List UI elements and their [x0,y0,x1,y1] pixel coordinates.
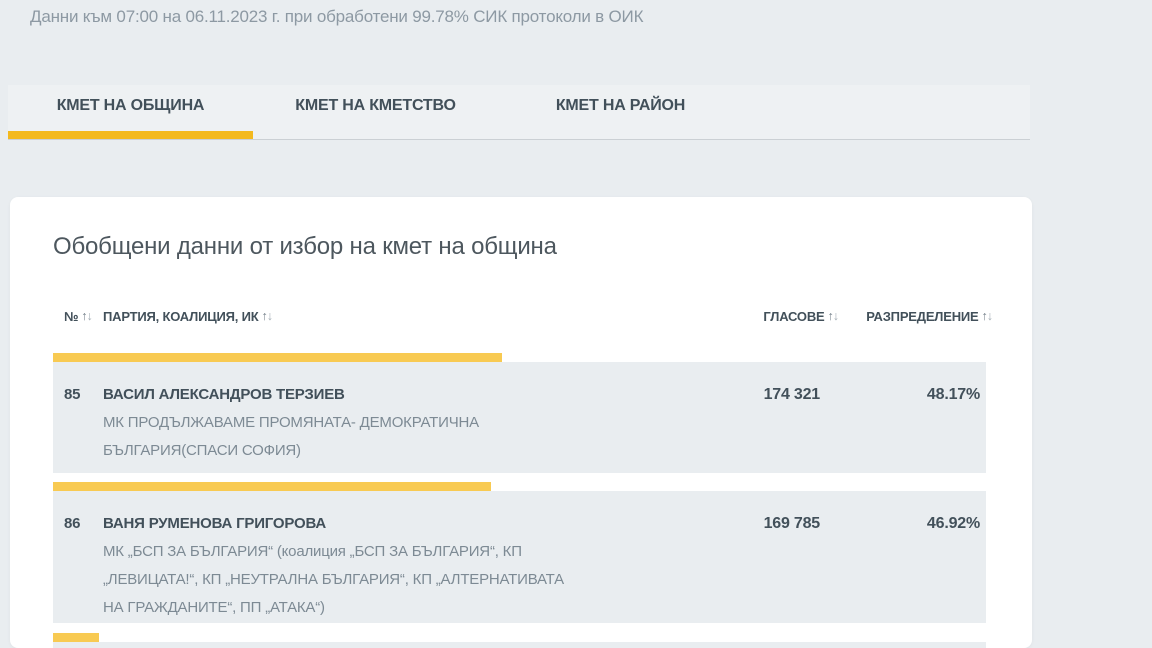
tab-label: КМЕТ НА КМЕТСТВО [295,97,456,114]
tab-kmet-na-obshtina[interactable]: КМЕТ НА ОБЩИНА [8,85,253,139]
distribution-value: 48.17% [926,386,980,403]
column-label: РАЗПРЕДЕЛЕНИЕ [866,308,979,324]
party-name-line: НА ГРАЖДАНИТЕ“, ПП „АТАКА“) [103,599,325,616]
candidate-name: ВАСИЛ АЛЕКСАНДРОВ ТЕРЗИЕВ [103,386,345,403]
tab-bar: КМЕТ НА ОБЩИНА КМЕТ НА КМЕТСТВО КМЕТ НА … [8,85,1030,139]
results-card: Обобщени данни от избор на кмет на общин… [10,197,1032,648]
candidate-number: 86 [64,515,81,532]
column-label: ПАРТИЯ, КОАЛИЦИЯ, ИК [103,308,259,324]
result-bar [53,482,491,491]
party-name-line: „ЛЕВИЦАТА!“, КП „НЕУТРАЛНА БЪЛГАРИЯ“, КП… [103,571,564,588]
row-body: 86 ВАНЯ РУМЕНОВА ГРИГОРОВА МК „БСП ЗА БЪ… [53,491,986,623]
party-name-line: БЪЛГАРИЯ(СПАСИ СОФИЯ) [103,442,301,459]
status-bar: Данни към 07:00 на 06.11.2023 г. при обр… [30,7,644,26]
table-row: 86 ВАНЯ РУМЕНОВА ГРИГОРОВА МК „БСП ЗА БЪ… [53,482,986,623]
column-header-votes[interactable]: ГЛАСОВЕ ↑↓ [690,309,839,324]
votes-value: 169 785 [763,515,821,532]
tab-label: КМЕТ НА ОБЩИНА [56,97,205,114]
votes-value: 174 321 [763,386,821,403]
column-header-party[interactable]: ПАРТИЯ, КОАЛИЦИЯ, ИК ↑↓ [103,309,690,324]
sort-icon: ↑↓ [827,309,840,323]
sort-icon: ↑↓ [81,309,93,323]
sort-icon: ↑↓ [261,309,274,323]
distribution-value: 46.92% [926,515,980,532]
column-label: № [64,308,79,324]
tabbar-divider [8,138,1030,140]
result-bar [53,353,503,362]
table-row-partial [53,633,986,648]
tab-label: КМЕТ НА РАЙОН [555,97,686,114]
party-name-line: МК ПРОДЪЛЖАВАМЕ ПРОМЯНАТА- ДЕМОКРАТИЧНА [103,414,479,431]
page-title: Обобщени данни от избор на кмет на общин… [53,233,557,260]
candidate-cell: ВАНЯ РУМЕНОВА ГРИГОРОВА МК „БСП ЗА БЪЛГА… [103,510,690,623]
candidate-cell: ВАСИЛ АЛЕКСАНДРОВ ТЕРЗИЕВ МК ПРОДЪЛЖАВАМ… [103,381,690,473]
row-body [53,642,986,648]
column-label: ГЛАСОВЕ [763,308,825,324]
tab-kmet-na-rayon[interactable]: КМЕТ НА РАЙОН [498,85,743,139]
table-header-row: № ↑↓ ПАРТИЯ, КОАЛИЦИЯ, ИК ↑↓ ГЛАСОВЕ ↑↓ … [53,303,993,329]
party-name-line: МК „БСП ЗА БЪЛГАРИЯ“ (коалиция „БСП ЗА Б… [103,543,522,560]
row-body: 85 ВАСИЛ АЛЕКСАНДРОВ ТЕРЗИЕВ МК ПРОДЪЛЖА… [53,362,986,473]
column-header-distribution[interactable]: РАЗПРЕДЕЛЕНИЕ ↑↓ [820,308,993,324]
candidate-number: 85 [64,386,81,403]
tab-kmet-na-kmetstvo[interactable]: КМЕТ НА КМЕТСТВО [253,85,498,139]
candidate-name: ВАНЯ РУМЕНОВА ГРИГОРОВА [103,515,326,532]
column-header-number[interactable]: № ↑↓ [64,309,103,324]
sort-icon: ↑↓ [981,309,994,323]
result-bar [53,633,99,642]
table-row: 85 ВАСИЛ АЛЕКСАНДРОВ ТЕРЗИЕВ МК ПРОДЪЛЖА… [53,353,986,473]
